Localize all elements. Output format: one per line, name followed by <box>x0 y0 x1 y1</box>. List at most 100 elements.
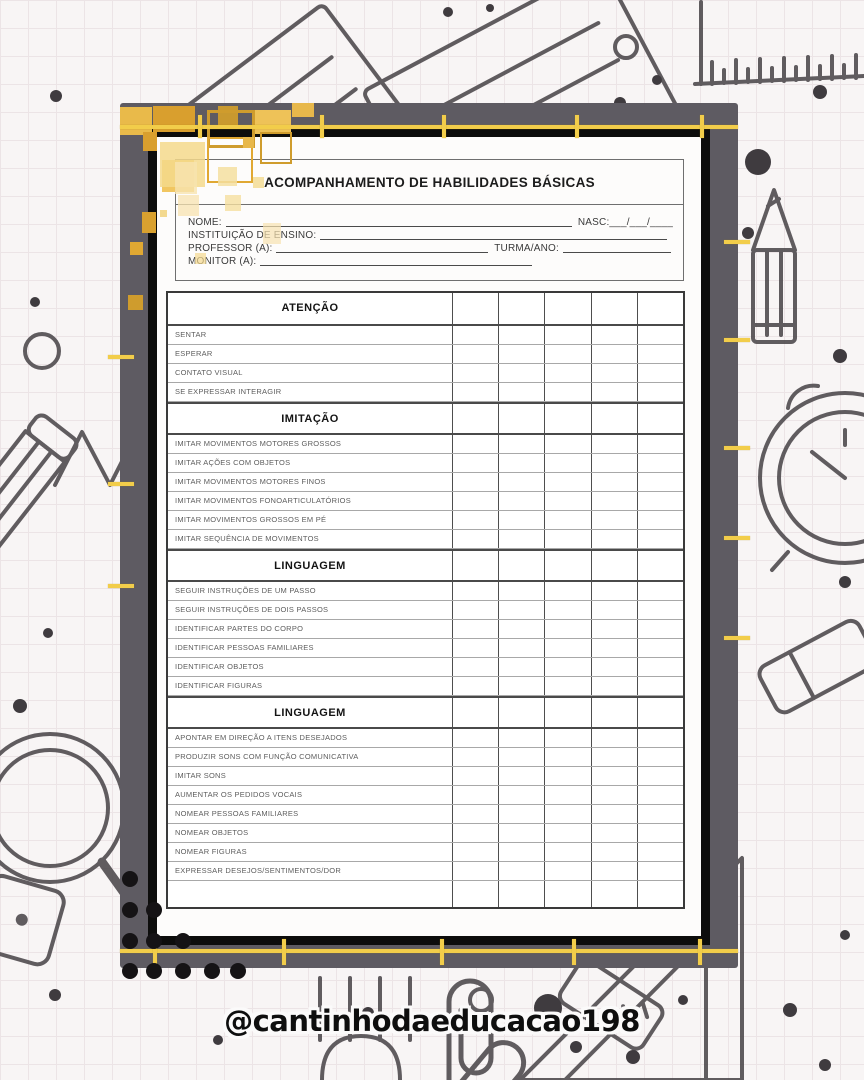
check-cell <box>544 582 590 600</box>
info-row-nome: NOME: NASC: ___/___/____ <box>188 215 673 228</box>
skill-row: IMITAR SEQUÊNCIA DE MOVIMENTOS <box>168 530 683 549</box>
section-header-row: IMITAÇÃO <box>168 402 683 435</box>
check-cell <box>544 843 590 861</box>
tape-line-bottom <box>120 949 738 953</box>
info-row-professor: PROFESSOR (A): TURMA/ANO: <box>188 241 673 254</box>
nome-line <box>225 216 572 227</box>
skill-row: IMITAR MOVIMENTOS MOTORES GROSSOS <box>168 435 683 454</box>
check-cell <box>452 582 498 600</box>
tape-tick <box>153 939 157 965</box>
monitor-line <box>260 255 533 266</box>
check-cell <box>590 492 637 510</box>
skill-row: SEGUIR INSTRUÇÕES DE DOIS PASSOS <box>168 601 683 620</box>
check-cell <box>590 435 637 453</box>
check-cell <box>498 767 544 785</box>
check-cell <box>636 326 683 344</box>
skill-label: ESPERAR <box>175 349 213 358</box>
check-cell <box>636 843 683 861</box>
paper-frame: ACOMPANHAMENTO DE HABILIDADES BÁSICAS NO… <box>148 128 710 945</box>
corner-dot <box>146 933 162 949</box>
check-cell <box>590 383 637 401</box>
check-cell <box>452 843 498 861</box>
circle-doodle <box>468 987 494 1013</box>
skill-row: NOMEAR OBJETOS <box>168 824 683 843</box>
check-cell <box>452 881 498 907</box>
check-cell <box>590 658 637 676</box>
check-cell <box>590 326 637 344</box>
check-cell <box>498 511 544 529</box>
tape-tick <box>700 115 704 138</box>
skill-label: AUMENTAR OS PEDIDOS VOCAIS <box>175 790 303 799</box>
check-cell <box>498 824 544 842</box>
nome-label: NOME: <box>188 217 222 228</box>
check-cell <box>544 677 590 695</box>
skill-label: IDENTIFICAR OBJETOS <box>175 662 264 671</box>
ruler-icon <box>693 0 864 86</box>
tape-tick <box>320 115 324 138</box>
corner-dot <box>122 963 138 979</box>
check-cell <box>590 473 637 491</box>
check-cell <box>452 435 498 453</box>
tape-tick <box>724 446 750 450</box>
check-cell <box>636 492 683 510</box>
nasc-value: ___/___/____ <box>609 217 673 228</box>
check-cell <box>452 364 498 382</box>
check-cell <box>452 551 498 580</box>
alarm-clock-icon <box>758 383 864 572</box>
check-cell <box>498 881 544 907</box>
skill-row: APONTAR EM DIREÇÃO A ITENS DESEJADOS <box>168 729 683 748</box>
paperclip-icon <box>448 1040 527 1080</box>
check-cell <box>498 293 544 324</box>
check-cell <box>590 454 637 472</box>
check-cell <box>452 530 498 548</box>
form-title-box: ACOMPANHAMENTO DE HABILIDADES BÁSICAS <box>175 159 684 205</box>
corner-dot <box>122 902 138 918</box>
skill-row: IDENTIFICAR PESSOAS FAMILIARES <box>168 639 683 658</box>
check-cell <box>590 881 637 907</box>
check-cell <box>498 326 544 344</box>
check-cell <box>452 658 498 676</box>
check-cell <box>452 326 498 344</box>
check-cell <box>590 551 637 580</box>
skill-label: IDENTIFICAR PARTES DO CORPO <box>175 624 304 633</box>
check-cell <box>498 729 544 747</box>
check-cell <box>590 364 637 382</box>
instituicao-label: INSTITUIÇÃO DE ENSINO: <box>188 230 317 241</box>
tape-tick <box>198 115 202 138</box>
check-cell <box>452 786 498 804</box>
corner-dot <box>146 902 162 918</box>
check-cell <box>590 582 637 600</box>
check-cell <box>544 345 590 363</box>
blank-row <box>168 881 683 907</box>
tape-tick <box>282 939 286 965</box>
skill-label: SEGUIR INSTRUÇÕES DE UM PASSO <box>175 586 316 595</box>
skill-row: AUMENTAR OS PEDIDOS VOCAIS <box>168 786 683 805</box>
skill-label <box>168 881 452 907</box>
skill-label: IMITAR MOVIMENTOS MOTORES FINOS <box>175 477 326 486</box>
check-cell <box>452 862 498 880</box>
tape-tick <box>440 939 444 965</box>
tape-tick <box>724 536 750 540</box>
skill-row: IDENTIFICAR FIGURAS <box>168 677 683 696</box>
skill-label: SE EXPRESSAR INTERAGIR <box>175 387 282 396</box>
check-cell <box>498 364 544 382</box>
check-cell <box>498 805 544 823</box>
gold-square <box>292 103 314 117</box>
check-cell <box>498 843 544 861</box>
skill-label: NOMEAR PESSOAS FAMILIARES <box>175 809 299 818</box>
student-info-box: NOME: NASC: ___/___/____ INSTITUIÇÃO DE … <box>175 205 684 281</box>
check-cell <box>544 511 590 529</box>
skill-row: IDENTIFICAR PARTES DO CORPO <box>168 620 683 639</box>
check-cell <box>590 677 637 695</box>
check-cell <box>544 805 590 823</box>
gold-square <box>128 295 143 310</box>
corner-dot <box>175 933 191 949</box>
check-cell <box>498 345 544 363</box>
skill-label: IMITAR MOVIMENTOS FONOARTICULATÓRIOS <box>175 496 351 505</box>
skill-row: IMITAR SONS <box>168 767 683 786</box>
check-cell <box>636 767 683 785</box>
check-cell <box>544 530 590 548</box>
check-cell <box>590 748 637 766</box>
check-cell <box>590 293 637 324</box>
check-cell <box>498 435 544 453</box>
